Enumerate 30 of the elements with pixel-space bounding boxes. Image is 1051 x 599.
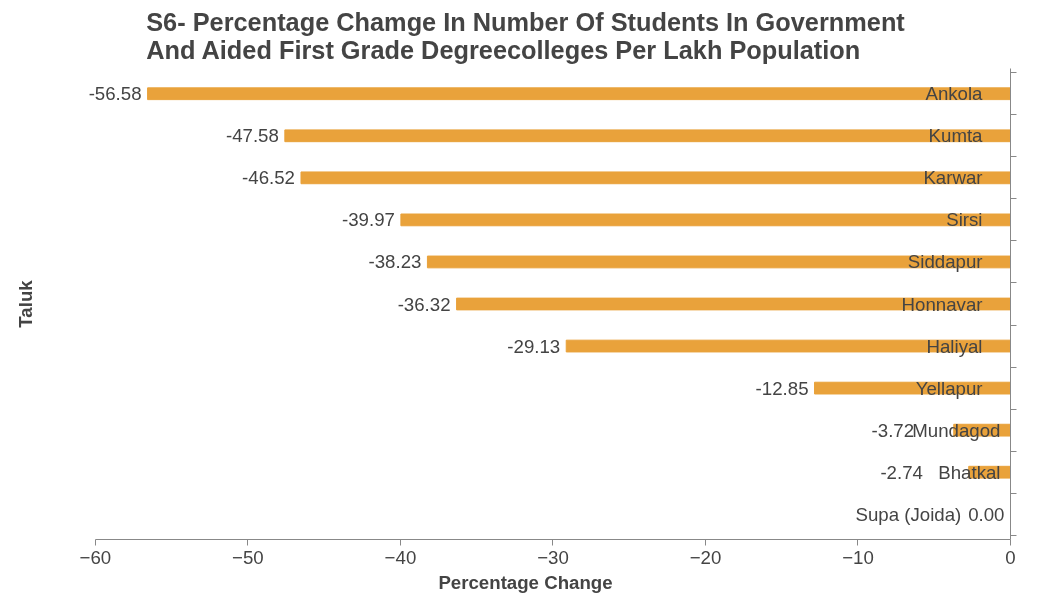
- data-label: -12.85: [755, 377, 809, 399]
- data-label: -47.58: [225, 125, 279, 147]
- y-tick-label: Ankola: [925, 83, 984, 105]
- data-label: -36.32: [397, 293, 451, 315]
- y-tick-label: Kumta: [928, 125, 984, 147]
- x-tick-label: −20: [689, 546, 722, 568]
- x-tick-label: −40: [384, 546, 417, 568]
- data-label: -29.13: [507, 335, 561, 357]
- y-tick-label: Supa (Joida): [855, 503, 962, 525]
- data-label: -3.72: [871, 419, 915, 441]
- data-label: -38.23: [368, 251, 422, 273]
- y-axis-title: Taluk: [14, 279, 36, 328]
- x-tick-label: 0: [1005, 546, 1016, 568]
- x-tick-label: −10: [842, 546, 874, 568]
- data-label: -39.97: [342, 209, 395, 231]
- x-tick-label: −60: [79, 546, 112, 568]
- y-tick-label: Sirsi: [946, 209, 983, 231]
- data-label: -46.52: [242, 167, 295, 189]
- chart-title: S6- Percentage Chamge In Number Of Students In Government And Aided First Grade Degreecolleges Per Lakh Population: [146, 7, 906, 64]
- data-label: -2.74: [880, 461, 923, 483]
- y-tick-label: Siddapur: [907, 251, 983, 273]
- y-tick-label: Honnavar: [901, 293, 983, 315]
- y-tick-label: Haliyal: [926, 335, 983, 357]
- x-tick-label: −30: [537, 546, 569, 568]
- y-tick-label: Yellapur: [915, 377, 983, 399]
- x-tick-label: −50: [232, 546, 264, 568]
- data-label: -56.58: [88, 83, 142, 105]
- y-tick-label: Karwar: [923, 167, 983, 189]
- data-label: 0.00: [968, 503, 1005, 525]
- x-axis-title: Percentage Change: [438, 571, 613, 593]
